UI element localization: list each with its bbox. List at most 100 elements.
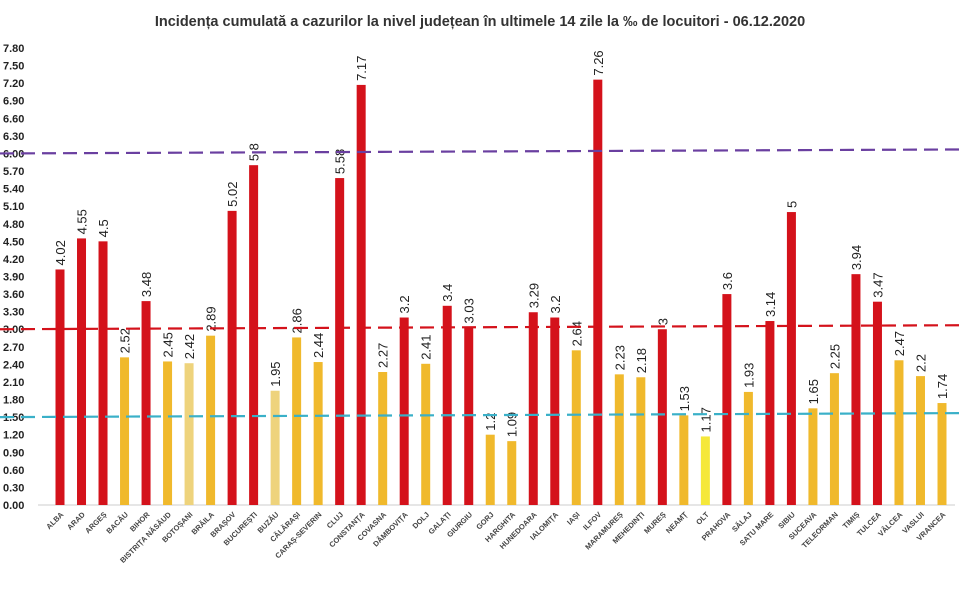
bar: [636, 377, 646, 505]
reference-line: [0, 412, 960, 419]
data-label: 2.44: [311, 333, 326, 358]
x-tick-label: OLT: [694, 510, 711, 527]
data-label: 2.89: [204, 306, 219, 331]
bar: [206, 335, 216, 505]
bar: [786, 212, 796, 506]
data-label: 2.64: [569, 321, 584, 346]
bar: [937, 403, 947, 505]
y-tick-label: 3.90: [3, 272, 24, 284]
bar: [335, 178, 345, 506]
data-label: 2.45: [161, 332, 176, 357]
bar: [120, 357, 130, 505]
y-tick-label: 6.30: [3, 131, 24, 143]
data-label: 4.55: [75, 209, 90, 234]
y-tick-label: 1.80: [3, 395, 24, 407]
data-label: 3.94: [849, 245, 864, 270]
bar: [227, 210, 237, 505]
y-tick-label: 6.90: [3, 96, 24, 108]
data-label: 3.2: [397, 295, 412, 313]
y-tick-label: 5.70: [3, 166, 24, 178]
y-tick-label: 0.00: [3, 500, 24, 512]
bar: [270, 390, 280, 505]
y-tick-label: 3.30: [3, 307, 24, 319]
bar: [163, 361, 173, 505]
data-label: 7.17: [354, 56, 369, 81]
reference-line: [0, 148, 960, 155]
bar: [55, 269, 65, 505]
y-tick-label: 4.80: [3, 219, 24, 231]
bar: [829, 373, 839, 505]
y-tick-label: 5.10: [3, 201, 24, 213]
bar: [614, 374, 624, 505]
x-tick-label: NEAMȚ: [664, 510, 690, 536]
data-label: 2.18: [634, 348, 649, 373]
bar: [679, 415, 689, 505]
bar: [894, 360, 904, 505]
data-label: 2.2: [913, 354, 928, 372]
data-label: 3.2: [548, 295, 563, 313]
y-tick-label: 0.90: [3, 447, 24, 459]
bar: [292, 337, 302, 505]
data-label: 2.42: [182, 334, 197, 359]
bar: [657, 329, 667, 505]
y-tick-label: 7.50: [3, 61, 24, 73]
bar: [442, 305, 452, 505]
bar: [915, 376, 925, 505]
data-label: 1.93: [741, 363, 756, 388]
bar: [421, 363, 431, 505]
y-tick-label: 4.50: [3, 236, 24, 248]
y-tick-label: 5.40: [3, 184, 24, 196]
y-tick-label: 7.20: [3, 78, 24, 90]
bar: [571, 350, 581, 505]
data-label: 3: [655, 318, 670, 325]
data-label: 3.29: [526, 283, 541, 308]
y-tick-label: 1.20: [3, 430, 24, 442]
y-tick-label: 2.70: [3, 342, 24, 354]
data-label: 2.52: [118, 328, 133, 353]
data-label: 2.47: [892, 331, 907, 356]
bar: [141, 301, 151, 505]
bar: [184, 363, 194, 505]
x-tick-label: MUREȘ: [642, 510, 668, 536]
bar: [399, 317, 409, 505]
bar: [593, 79, 603, 505]
bar: [700, 436, 710, 505]
y-tick-label: 2.10: [3, 377, 24, 389]
data-label: 3.6: [720, 272, 735, 290]
data-label: 3.47: [870, 272, 885, 297]
bar: [872, 301, 882, 505]
data-label: 1.53: [677, 386, 692, 411]
data-label: 1.09: [505, 412, 520, 437]
data-label: 5.02: [225, 182, 240, 207]
y-tick-label: 0.30: [3, 482, 24, 494]
x-tick-label: BACĂU: [104, 510, 130, 536]
bar: [851, 274, 861, 505]
bar: [743, 391, 753, 505]
data-label: 3.03: [462, 298, 477, 323]
y-tick-label: 2.40: [3, 359, 24, 371]
bar: [528, 312, 538, 505]
data-label: 4.02: [53, 240, 68, 265]
bar: [507, 441, 517, 505]
bar: [722, 294, 732, 505]
data-label: 2.23: [612, 345, 627, 370]
data-label: 4.5: [96, 219, 111, 237]
data-label: 2.86: [290, 308, 305, 333]
data-label: 1.2: [483, 413, 498, 431]
bar: [98, 241, 108, 505]
data-label: 2.41: [419, 334, 434, 359]
reference-line: [0, 324, 960, 331]
data-label: 5.58: [333, 149, 348, 174]
data-label: 3.14: [763, 292, 778, 317]
y-tick-label: 6.60: [3, 113, 24, 125]
y-tick-label: 4.20: [3, 254, 24, 266]
y-tick-label: 3.60: [3, 289, 24, 301]
bar: [485, 434, 495, 505]
bar: [313, 362, 323, 505]
data-label: 1.65: [806, 379, 821, 404]
x-tick-label: VÂLCEA: [876, 510, 905, 539]
data-label: 3.4: [440, 284, 455, 302]
bar: [378, 372, 388, 505]
bar: [356, 84, 366, 506]
